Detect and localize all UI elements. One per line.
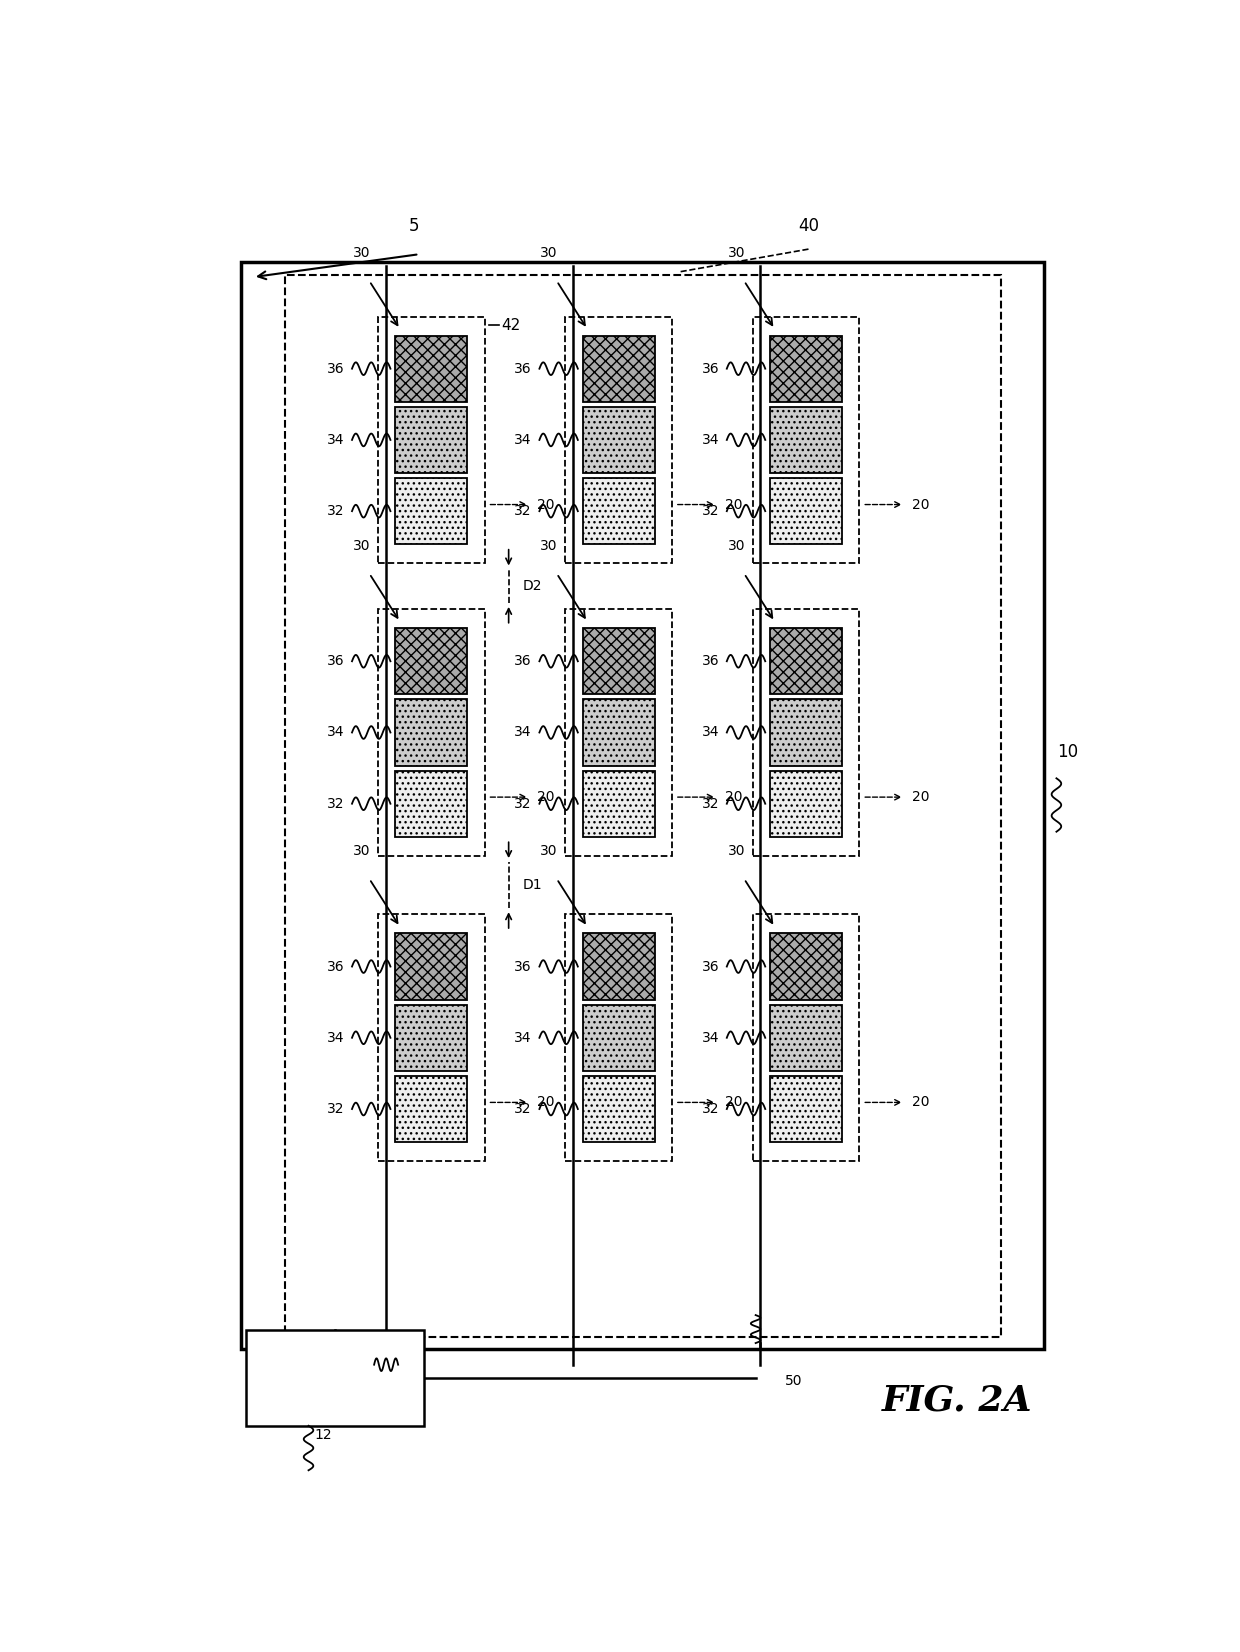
Text: 5: 5 xyxy=(409,216,419,235)
Text: 30: 30 xyxy=(353,844,371,857)
FancyBboxPatch shape xyxy=(583,628,655,694)
Text: 34: 34 xyxy=(702,725,719,740)
FancyBboxPatch shape xyxy=(770,1004,842,1070)
FancyBboxPatch shape xyxy=(242,261,1044,1350)
FancyBboxPatch shape xyxy=(770,406,842,472)
Text: 20: 20 xyxy=(913,1095,930,1110)
FancyBboxPatch shape xyxy=(396,477,467,544)
FancyBboxPatch shape xyxy=(583,406,655,472)
Text: 32: 32 xyxy=(515,1102,532,1117)
FancyBboxPatch shape xyxy=(583,477,655,544)
FancyBboxPatch shape xyxy=(770,699,842,765)
FancyBboxPatch shape xyxy=(583,1075,655,1142)
FancyBboxPatch shape xyxy=(396,406,467,472)
FancyBboxPatch shape xyxy=(396,1075,467,1142)
Text: 20: 20 xyxy=(725,1095,743,1110)
Text: 20: 20 xyxy=(913,790,930,805)
Text: D1: D1 xyxy=(523,879,543,892)
FancyBboxPatch shape xyxy=(396,335,467,401)
FancyBboxPatch shape xyxy=(247,1330,424,1426)
Text: 36: 36 xyxy=(515,362,532,375)
FancyBboxPatch shape xyxy=(583,770,655,838)
Text: 30: 30 xyxy=(353,539,371,552)
FancyBboxPatch shape xyxy=(396,699,467,765)
Text: 20: 20 xyxy=(725,497,743,512)
Text: 36: 36 xyxy=(326,362,345,375)
Text: 30: 30 xyxy=(541,246,558,259)
Text: 36: 36 xyxy=(515,960,532,973)
Text: 32: 32 xyxy=(702,1102,719,1117)
Text: 34: 34 xyxy=(515,1031,532,1044)
Text: FIG. 2A: FIG. 2A xyxy=(882,1383,1033,1417)
Text: 20: 20 xyxy=(537,790,556,805)
Text: 32: 32 xyxy=(702,504,719,519)
FancyBboxPatch shape xyxy=(583,335,655,401)
Text: 50: 50 xyxy=(785,1373,802,1388)
Text: 36: 36 xyxy=(702,362,719,375)
FancyBboxPatch shape xyxy=(396,1004,467,1070)
Text: 32: 32 xyxy=(327,1102,345,1117)
Text: 34: 34 xyxy=(327,433,345,448)
FancyBboxPatch shape xyxy=(583,933,655,999)
Text: 10: 10 xyxy=(1058,743,1079,760)
Text: 30: 30 xyxy=(728,844,745,857)
Text: 34: 34 xyxy=(327,1031,345,1044)
Text: 30: 30 xyxy=(541,844,558,857)
FancyBboxPatch shape xyxy=(396,933,467,999)
Text: 50: 50 xyxy=(398,1373,415,1388)
Text: 20: 20 xyxy=(537,497,556,512)
Text: 30: 30 xyxy=(353,246,371,259)
Text: 34: 34 xyxy=(327,725,345,740)
Text: 36: 36 xyxy=(326,654,345,669)
FancyBboxPatch shape xyxy=(770,477,842,544)
FancyBboxPatch shape xyxy=(770,770,842,838)
FancyBboxPatch shape xyxy=(583,1004,655,1070)
Text: 12: 12 xyxy=(315,1427,332,1442)
FancyBboxPatch shape xyxy=(396,770,467,838)
FancyBboxPatch shape xyxy=(583,699,655,765)
Text: 40: 40 xyxy=(799,216,818,235)
Text: 32: 32 xyxy=(515,796,532,811)
Text: 32: 32 xyxy=(327,504,345,519)
Text: 20: 20 xyxy=(537,1095,556,1110)
Text: 20: 20 xyxy=(913,497,930,512)
Text: 34: 34 xyxy=(702,433,719,448)
Text: 30: 30 xyxy=(541,539,558,552)
Text: 32: 32 xyxy=(702,796,719,811)
Text: 30: 30 xyxy=(728,246,745,259)
Text: 34: 34 xyxy=(515,433,532,448)
FancyBboxPatch shape xyxy=(770,335,842,401)
Text: 20: 20 xyxy=(725,790,743,805)
Text: 34: 34 xyxy=(702,1031,719,1044)
Text: Display: Display xyxy=(311,1356,360,1370)
Text: 42: 42 xyxy=(501,317,521,334)
Text: 34: 34 xyxy=(515,725,532,740)
Text: 36: 36 xyxy=(702,960,719,973)
Text: 32: 32 xyxy=(327,796,345,811)
FancyBboxPatch shape xyxy=(770,1075,842,1142)
Text: 36: 36 xyxy=(702,654,719,669)
Text: 36: 36 xyxy=(515,654,532,669)
Text: 32: 32 xyxy=(515,504,532,519)
Text: 30: 30 xyxy=(728,539,745,552)
Text: 36: 36 xyxy=(326,960,345,973)
FancyBboxPatch shape xyxy=(770,933,842,999)
FancyBboxPatch shape xyxy=(770,628,842,694)
FancyBboxPatch shape xyxy=(396,628,467,694)
Text: Controller: Controller xyxy=(303,1386,368,1399)
Text: D2: D2 xyxy=(523,580,543,593)
